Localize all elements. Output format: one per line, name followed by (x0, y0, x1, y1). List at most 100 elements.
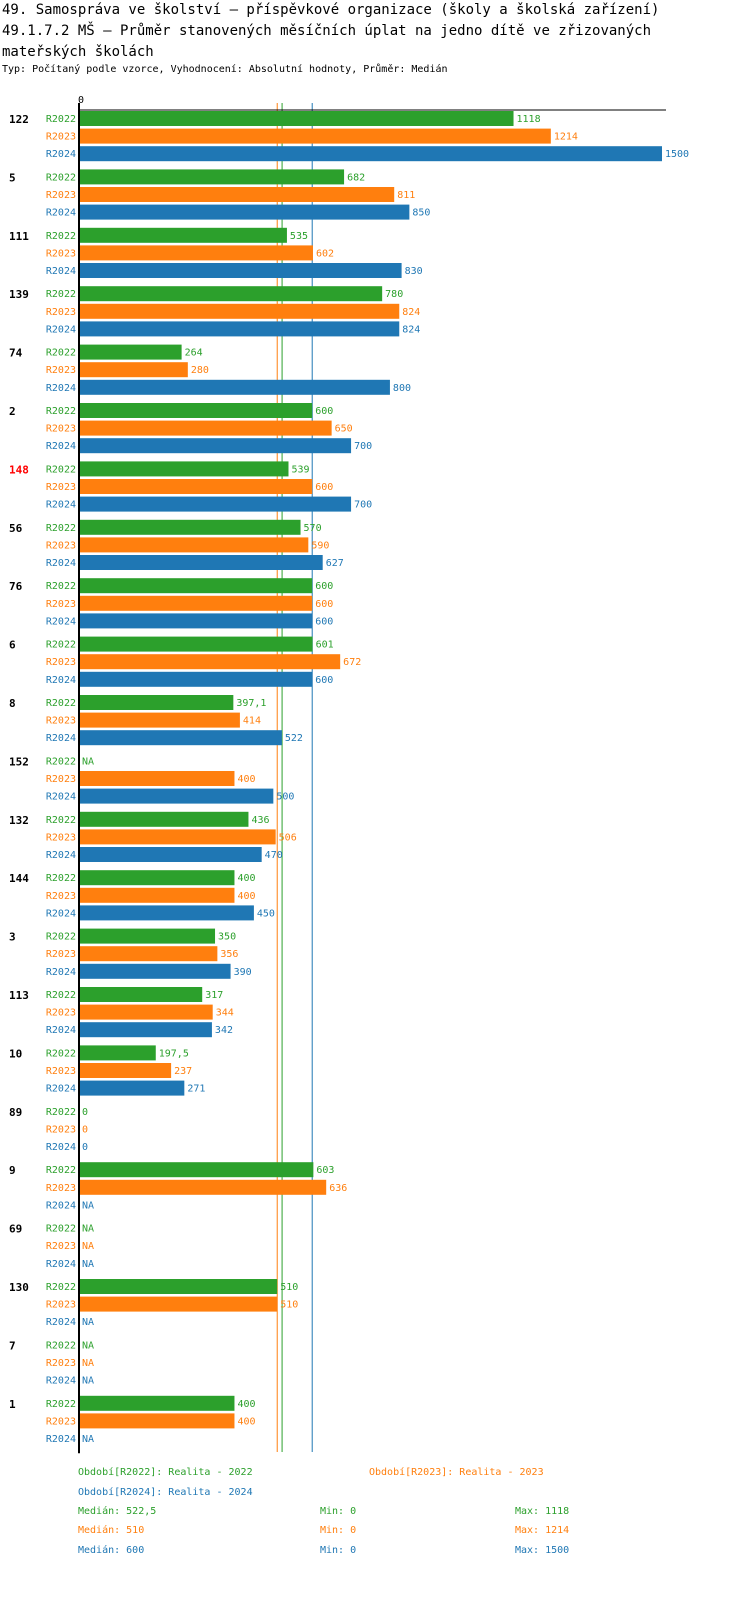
bar-r2022 (79, 227, 287, 243)
series-label: R2023 (46, 657, 76, 668)
data-label: 390 (234, 967, 252, 978)
data-label: NA (82, 1259, 94, 1270)
series-label: R2023 (46, 832, 76, 843)
data-label: 0 (82, 1142, 88, 1153)
group-label: 89 (9, 1106, 22, 1119)
group-label: 139 (9, 288, 29, 301)
data-label: 500 (276, 792, 294, 803)
series-label: R2024 (46, 1200, 76, 1211)
data-label: 510 (280, 1282, 298, 1293)
series-label: R2023 (46, 1008, 76, 1019)
data-label: 600 (315, 581, 333, 592)
data-label: NA (82, 1358, 94, 1369)
bar-r2024 (79, 438, 352, 454)
data-label: 590 (311, 540, 329, 551)
series-label: R2024 (46, 908, 76, 919)
group-label: 132 (9, 814, 29, 827)
series-label: R2022 (46, 815, 76, 826)
series-label: R2023 (46, 1416, 76, 1427)
bar-r2023 (79, 245, 313, 261)
series-label: R2024 (46, 733, 76, 744)
bar-r2023 (79, 1296, 278, 1312)
series-label: R2022 (46, 406, 76, 417)
group-label: 6 (9, 639, 16, 652)
bar-r2024 (79, 671, 313, 687)
data-label: 600 (315, 675, 333, 686)
data-label: 0 (82, 1107, 88, 1118)
data-label: 400 (237, 1399, 255, 1410)
data-label: 672 (343, 657, 361, 668)
data-label: 601 (316, 640, 334, 651)
bar-r2024 (79, 321, 400, 337)
legend-r2023: Období[R2023]: Realita - 2023 (369, 1467, 544, 1478)
data-label: 400 (237, 891, 255, 902)
data-label: 700 (354, 500, 372, 511)
series-label: R2022 (46, 1340, 76, 1351)
group-label: 8 (9, 697, 16, 710)
bar-r2024 (79, 379, 390, 395)
data-label: 700 (354, 441, 372, 452)
bar-r2022 (79, 461, 289, 477)
series-label: R2023 (46, 482, 76, 493)
data-label: 264 (185, 348, 203, 359)
series-label: R2023 (46, 1066, 76, 1077)
series-label: R2022 (46, 348, 76, 359)
data-label: 1214 (554, 132, 578, 143)
data-label: 506 (279, 832, 297, 843)
series-label: R2022 (46, 464, 76, 475)
series-label: R2022 (46, 990, 76, 1001)
bar-r2022 (79, 286, 383, 302)
bar-r2022 (79, 578, 313, 594)
stat-max-r2023: Max: 1214 (515, 1525, 570, 1536)
series-label: R2022 (46, 1282, 76, 1293)
data-label: 824 (402, 307, 420, 318)
bar-r2023 (79, 1413, 235, 1429)
series-label: R2023 (46, 248, 76, 259)
data-label: 280 (191, 365, 209, 376)
series-label: R2024 (46, 324, 76, 335)
chart-title: 49. Samospráva ve školství – příspěvkové… (2, 2, 660, 18)
series-label: R2022 (46, 1165, 76, 1176)
data-label: 600 (315, 616, 333, 627)
group-label: 111 (9, 230, 29, 243)
data-label: 470 (265, 850, 283, 861)
bar-r2024 (79, 1022, 212, 1038)
group-label: 5 (9, 171, 16, 184)
data-label: 350 (218, 932, 236, 943)
series-label: R2022 (46, 114, 76, 125)
data-label: 397,1 (236, 698, 266, 709)
data-label: 342 (215, 1025, 233, 1036)
data-label: NA (82, 1224, 94, 1235)
data-label: 682 (347, 172, 365, 183)
stat-median-r2024: Medián: 600 (78, 1545, 145, 1556)
bar-r2023 (79, 1063, 172, 1078)
group-label: 1 (9, 1398, 16, 1411)
legend-r2024: Období[R2024]: Realita - 2024 (78, 1487, 253, 1498)
series-label: R2024 (46, 616, 76, 627)
bar-r2023 (79, 771, 235, 786)
bar-r2022 (79, 928, 216, 944)
series-label: R2023 (46, 716, 76, 727)
bar-r2022 (79, 987, 203, 1002)
data-label: 600 (315, 482, 333, 493)
bar-r2024 (79, 847, 262, 862)
data-label: 0 (82, 1124, 88, 1135)
series-label: R2024 (46, 1084, 76, 1095)
series-label: R2023 (46, 424, 76, 435)
bar-r2023 (79, 946, 218, 962)
data-label: 600 (315, 599, 333, 610)
series-label: R2024 (46, 1025, 76, 1036)
series-label: R2022 (46, 1224, 76, 1235)
series-label: R2023 (46, 1124, 76, 1135)
series-label: R2024 (46, 1434, 76, 1445)
series-label: R2022 (46, 231, 76, 242)
data-label: NA (82, 756, 94, 767)
bar-r2022 (79, 1045, 156, 1061)
bar-r2024 (79, 613, 313, 629)
series-label: R2022 (46, 1107, 76, 1118)
series-label: R2023 (46, 891, 76, 902)
bar-r2022 (79, 403, 313, 418)
data-label: 197,5 (159, 1048, 189, 1059)
series-label: R2023 (46, 1358, 76, 1369)
series-label: R2022 (46, 698, 76, 709)
